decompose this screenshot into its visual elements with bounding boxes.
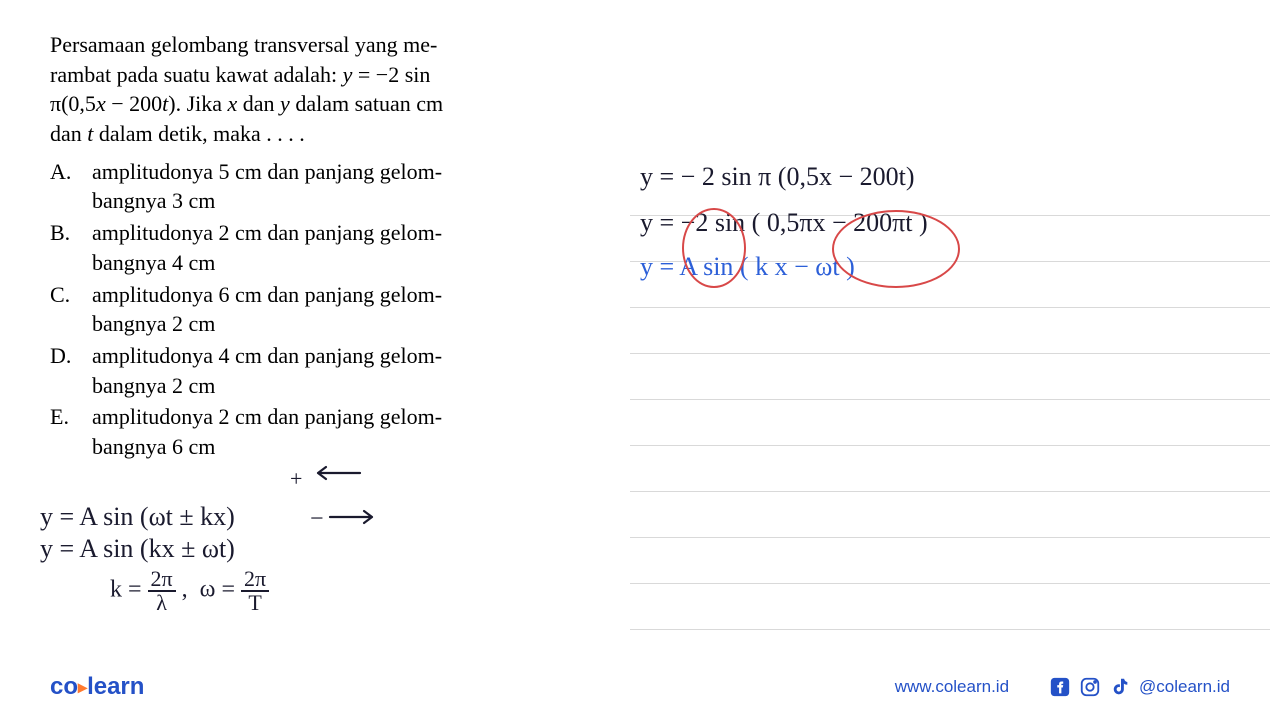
option-text: amplitudonya 4 cm dan panjang gelom-bang… <box>88 341 590 400</box>
social-links: @colearn.id <box>1049 676 1230 698</box>
facebook-icon <box>1049 676 1071 698</box>
handwriting-bottom: + y = A sin (ωt ± kx) − y = A sin (kx ± … <box>40 470 269 616</box>
option-letter: E. <box>50 402 88 461</box>
footer-url: www.colearn.id <box>895 677 1009 697</box>
hw-equation-3: y = A sin ( k x − ωt ) <box>640 252 855 282</box>
problem-statement: Persamaan gelombang transversal yang me-… <box>50 30 590 149</box>
plus-sign: + <box>290 466 302 492</box>
option-letter: C. <box>50 280 88 339</box>
minus-sign: − <box>310 506 324 533</box>
problem-line-1: Persamaan gelombang transversal yang me- <box>50 32 437 57</box>
option-text: amplitudonya 2 cm dan panjang gelom-bang… <box>88 218 590 277</box>
option-text: amplitudonya 2 cm dan panjang gelom-bang… <box>88 402 590 461</box>
tiktok-icon <box>1109 676 1131 698</box>
option-text: amplitudonya 5 cm dan panjang gelom-bang… <box>88 157 590 216</box>
problem-line-2: rambat pada suatu kawat adalah: y = −2 s… <box>50 62 430 87</box>
hw-wave-eq-2: y = A sin (kx ± ωt) <box>40 534 269 564</box>
option-d: D. amplitudonya 4 cm dan panjang gelom-b… <box>50 341 590 400</box>
option-letter: D. <box>50 341 88 400</box>
arrow-left-icon <box>312 464 362 482</box>
problem-column: Persamaan gelombang transversal yang me-… <box>50 30 590 464</box>
social-handle: @colearn.id <box>1139 677 1230 697</box>
footer: co▸learn www.colearn.id @colearn.id <box>0 672 1280 702</box>
hw-equation-1: y = − 2 sin π (0,5x − 200t) <box>640 162 915 192</box>
logo-co: co <box>50 673 78 700</box>
logo-learn: learn <box>87 673 144 700</box>
brand-logo: co▸learn <box>50 673 144 701</box>
hw-wave-eq-1: y = A sin (ωt ± kx) <box>40 502 269 532</box>
problem-line-3: π(0,5x − 200t). Jika x dan y dalam satua… <box>50 91 443 116</box>
option-letter: B. <box>50 218 88 277</box>
instagram-icon <box>1079 676 1101 698</box>
option-text: amplitudonya 6 cm dan panjang gelom-bang… <box>88 280 590 339</box>
arrow-right-icon <box>328 508 378 526</box>
option-e: E. amplitudonya 2 cm dan panjang gelom-b… <box>50 402 590 461</box>
logo-dot: ▸ <box>78 677 87 697</box>
option-a: A. amplitudonya 5 cm dan panjang gelom-b… <box>50 157 590 216</box>
hw-k-omega: k = 2πλ , ω = 2πT <box>110 568 269 614</box>
hw-equation-2: y = −2 sin ( 0,5πx − 200πt ) <box>640 208 928 238</box>
answer-options: A. amplitudonya 5 cm dan panjang gelom-b… <box>50 157 590 462</box>
option-c: C. amplitudonya 6 cm dan panjang gelom-b… <box>50 280 590 339</box>
option-letter: A. <box>50 157 88 216</box>
option-b: B. amplitudonya 2 cm dan panjang gelom-b… <box>50 218 590 277</box>
ruled-paper <box>630 170 1270 630</box>
problem-line-4: dan t dalam detik, maka . . . . <box>50 121 305 146</box>
